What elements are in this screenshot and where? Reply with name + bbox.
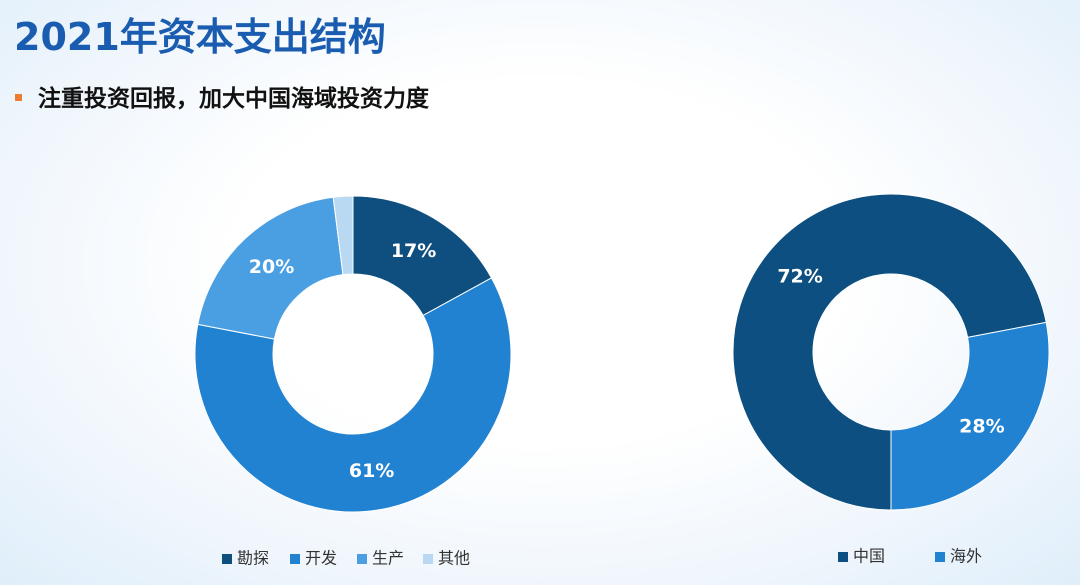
value-label: 20% xyxy=(249,256,294,278)
bullet xyxy=(15,94,22,101)
value-label: 28% xyxy=(959,416,1004,438)
donut-slice xyxy=(332,195,354,276)
legend-label: 其他 xyxy=(438,549,470,568)
legend-swatch xyxy=(423,554,433,564)
donut-slice xyxy=(197,196,344,340)
value-label: 17% xyxy=(391,240,436,262)
donut-slice xyxy=(352,195,493,317)
legend-label: 开发 xyxy=(305,549,337,568)
value-label: 61% xyxy=(349,460,394,482)
legend-label: 中国 xyxy=(853,547,885,566)
legend-swatch xyxy=(935,552,945,562)
slide-subtitle: 注重投资回报，加大中国海域投资力度 xyxy=(38,85,430,112)
legend-swatch xyxy=(290,554,300,564)
donut-slice xyxy=(194,277,512,513)
legend-label: 生产 xyxy=(372,549,404,568)
donut-slice xyxy=(732,193,1047,511)
value-label: 72% xyxy=(777,265,822,287)
legend-swatch xyxy=(838,552,848,562)
donut-slice xyxy=(890,321,1050,511)
legend-swatch xyxy=(222,554,232,564)
slide-title: 2021年资本支出结构 xyxy=(14,15,386,59)
legend-swatch xyxy=(357,554,367,564)
legend-label: 海外 xyxy=(950,547,982,566)
legend-label: 勘探 xyxy=(237,549,269,568)
